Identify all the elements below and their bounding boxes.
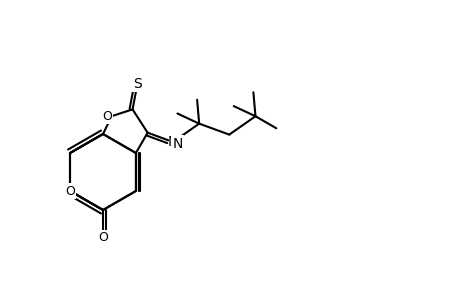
- Text: O: O: [65, 184, 75, 197]
- Text: S: S: [133, 77, 141, 91]
- Text: O: O: [101, 110, 112, 123]
- Text: O: O: [65, 184, 75, 197]
- Text: N: N: [168, 135, 178, 149]
- Text: O: O: [101, 110, 112, 123]
- Text: O: O: [98, 231, 108, 244]
- Text: N: N: [172, 137, 183, 151]
- Text: O: O: [98, 231, 108, 244]
- Text: S: S: [133, 77, 141, 91]
